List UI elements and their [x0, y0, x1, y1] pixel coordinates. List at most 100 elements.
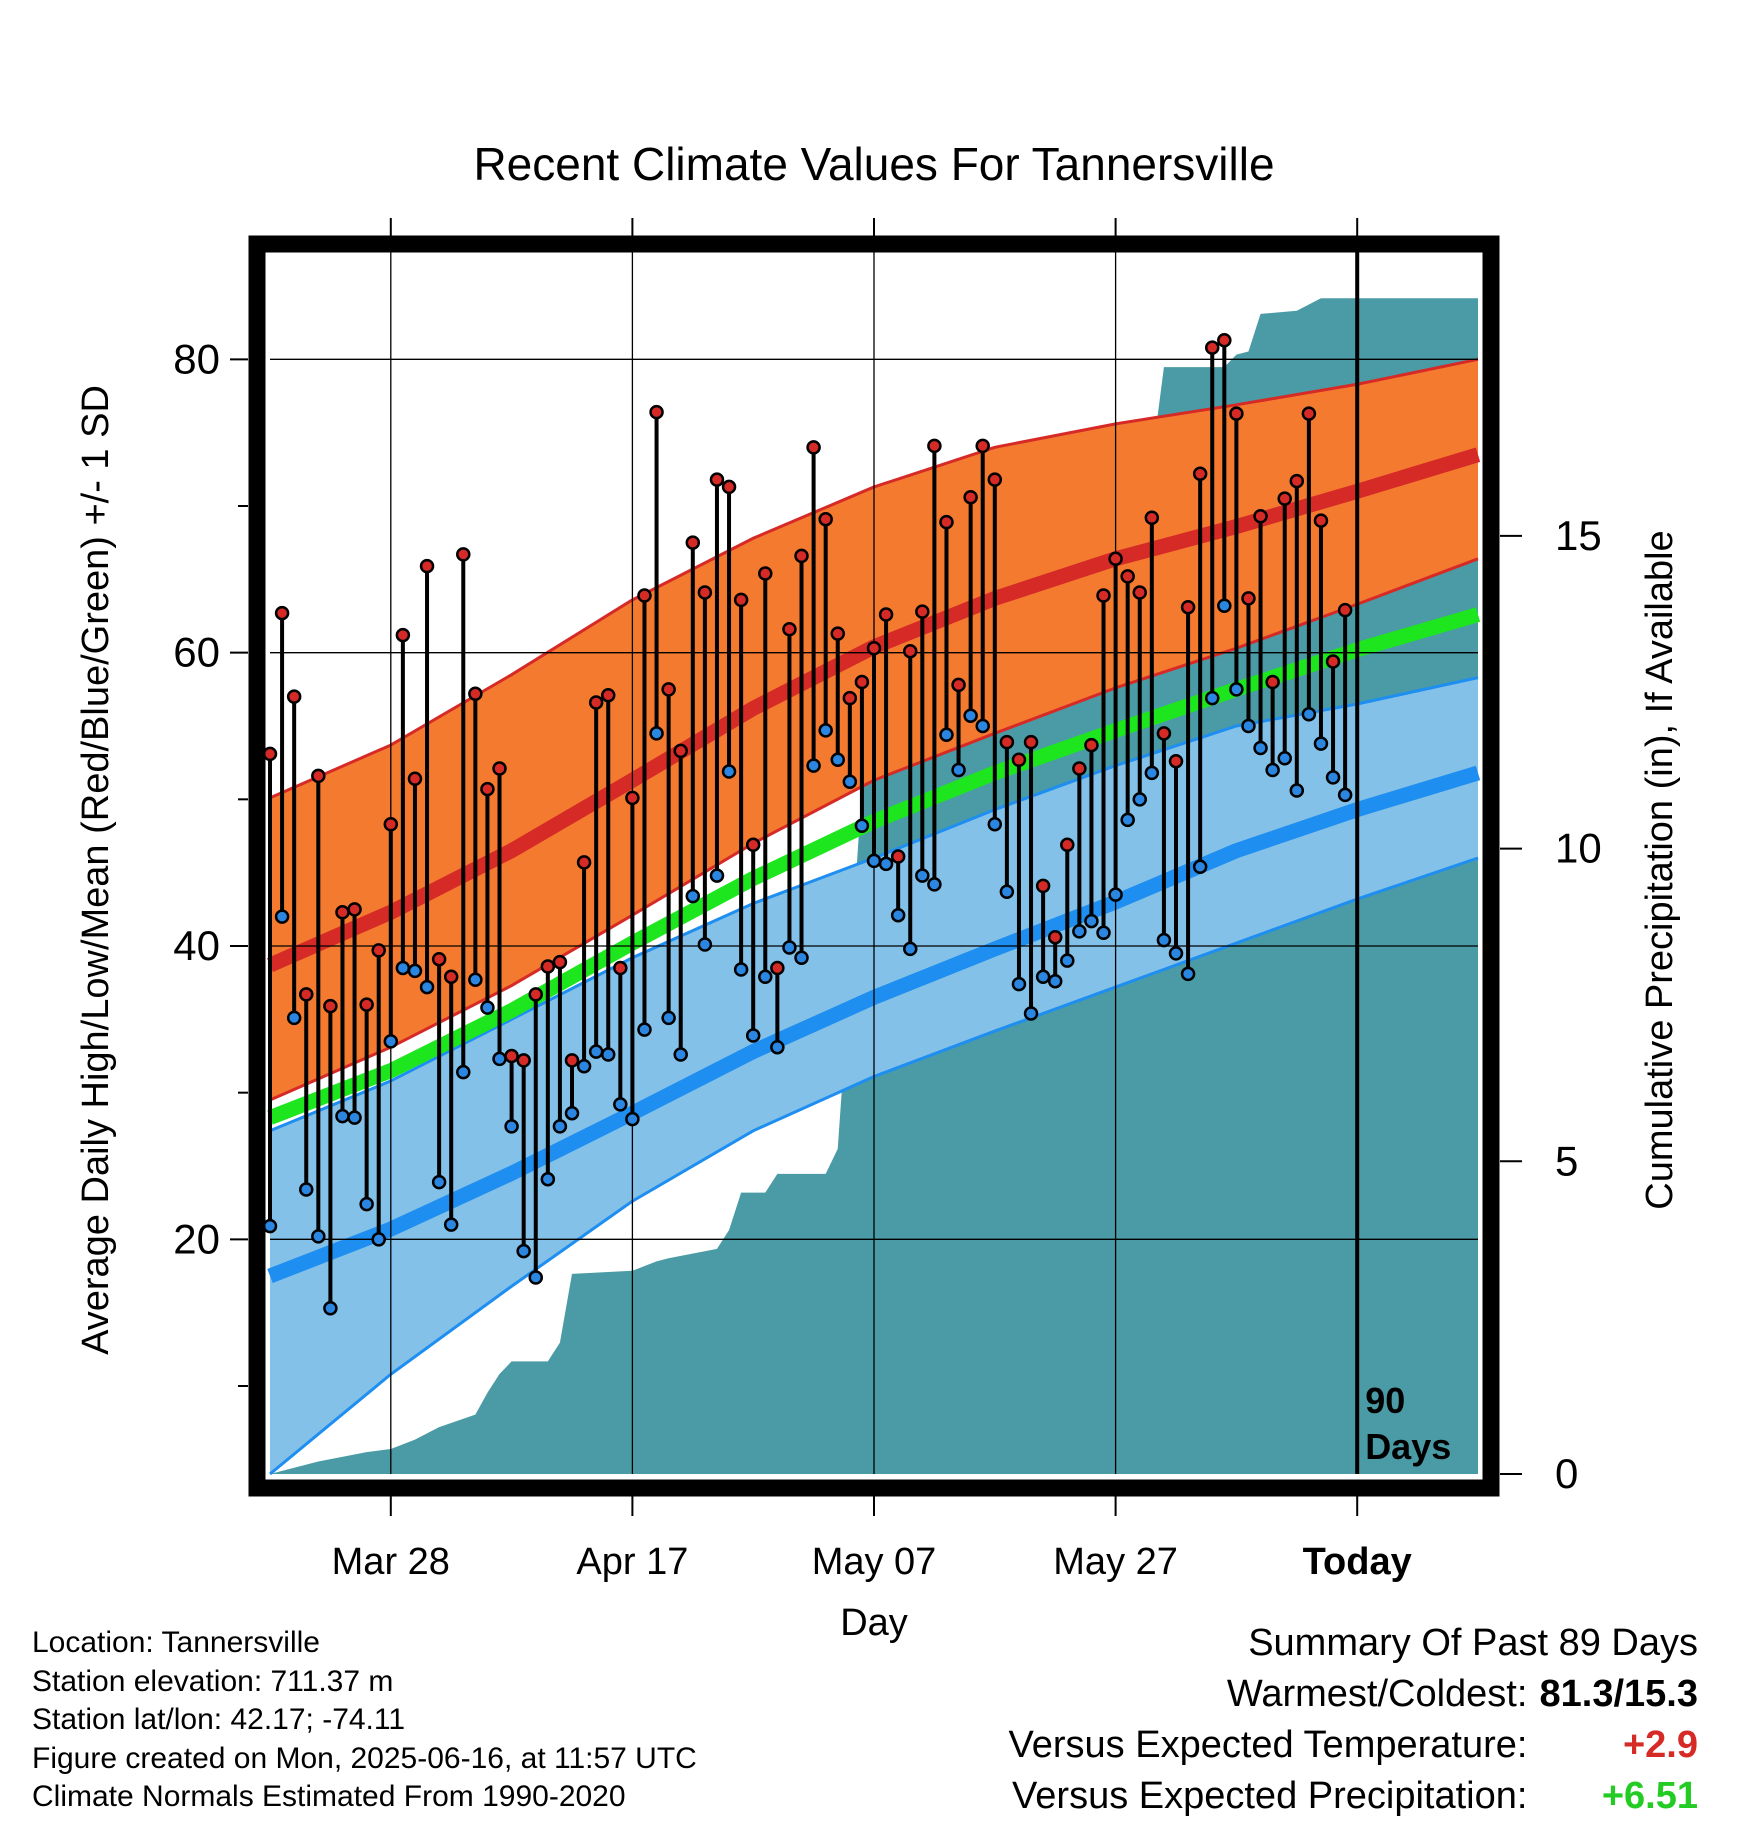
daily-low-point — [298, 1182, 314, 1197]
daily-low-point — [1192, 859, 1208, 875]
daily-high-point — [588, 695, 604, 710]
daily-low-point — [999, 884, 1015, 899]
daily-high-point — [866, 641, 882, 656]
daily-low-point — [564, 1105, 580, 1121]
daily-high-point — [1072, 761, 1087, 776]
daily-high-point — [782, 621, 797, 637]
warmest-coldest-value: 81.3/15.3 — [1539, 1673, 1698, 1715]
y2-tick-label: 0 — [1555, 1450, 1578, 1497]
daily-high-point — [625, 790, 640, 806]
y2-tick-label: 10 — [1555, 825, 1602, 872]
today-days-label: Days — [1365, 1426, 1451, 1467]
today-days-number: 90 — [1365, 1380, 1405, 1421]
daily-high-point — [806, 440, 821, 455]
daily-low-point — [480, 1000, 495, 1015]
daily-high-point — [504, 1048, 519, 1064]
daily-low-point — [637, 1022, 652, 1037]
daily-low-point — [335, 1108, 350, 1124]
daily-low-point — [504, 1119, 519, 1134]
daily-high-point — [1325, 654, 1341, 669]
daily-high-point — [335, 905, 350, 920]
daily-low-point — [1011, 976, 1027, 992]
daily-low-point — [323, 1301, 338, 1316]
daily-high-point — [371, 943, 386, 958]
daily-low-point — [1060, 953, 1075, 968]
daily-high-point — [1217, 333, 1232, 348]
daily-low-point — [540, 1171, 556, 1187]
x-tick-label: May 07 — [812, 1541, 937, 1583]
daily-high-point — [1204, 340, 1220, 355]
daily-low-point — [1035, 969, 1051, 985]
daily-low-point — [576, 1059, 592, 1074]
daily-high-point — [745, 837, 761, 853]
daily-low-point — [685, 888, 701, 904]
precip-anomaly-row: Versus Expected Precipitation: +6.51 — [1009, 1771, 1698, 1822]
daily-high-point — [709, 472, 725, 487]
daily-low-point — [975, 718, 990, 734]
daily-low-point — [1253, 740, 1268, 756]
daily-low-point — [709, 868, 725, 883]
plot-area: 20 40 60 80 0 5 10 15 Mar 28 Apr 17 May 07 May 27 To… — [173, 218, 1602, 1583]
daily-high-point — [516, 1053, 531, 1068]
daily-low-point — [1132, 792, 1148, 807]
daily-high-point — [830, 626, 846, 641]
daily-low-point — [866, 853, 882, 869]
daily-high-point — [661, 682, 676, 697]
chart-title: Recent Climate Values For Tannersville — [473, 138, 1274, 190]
daily-low-point — [468, 972, 483, 987]
daily-high-point — [311, 768, 326, 784]
daily-low-point — [1204, 690, 1220, 706]
daily-high-point — [915, 604, 930, 619]
daily-high-point — [1156, 726, 1172, 741]
daily-low-point — [419, 979, 435, 995]
daily-high-point — [468, 686, 483, 701]
daily-low-point — [528, 1270, 544, 1285]
y-tick-label: 20 — [173, 1215, 220, 1262]
daily-high-point — [540, 959, 556, 974]
summary-panel: Summary Of Past 89 Days Warmest/Coldest:… — [1009, 1618, 1698, 1822]
daily-high-point — [637, 588, 652, 603]
daily-low-point — [1047, 973, 1063, 989]
x-axis-label: Day — [840, 1602, 908, 1644]
precip-anomaly-value: +6.51 — [1601, 1775, 1698, 1817]
daily-low-point — [1217, 598, 1232, 613]
daily-low-point — [443, 1217, 459, 1232]
daily-low-point — [758, 969, 773, 985]
precip-anomaly-label: Versus Expected Precipitation: — [1012, 1775, 1528, 1817]
daily-low-point — [492, 1051, 507, 1067]
daily-low-point — [661, 1010, 676, 1026]
daily-high-point — [890, 849, 906, 864]
daily-high-point — [564, 1053, 580, 1068]
daily-low-point — [806, 758, 821, 773]
daily-high-point — [697, 585, 713, 600]
y-axis-label: Average Daily High/Low/Mean (Red/Blue/Gr… — [75, 385, 117, 1355]
daily-high-point — [492, 761, 507, 776]
daily-high-point — [854, 674, 870, 690]
x-tick-label: Mar 28 — [332, 1541, 450, 1583]
daily-low-point — [1156, 932, 1172, 948]
daily-low-point — [274, 909, 290, 924]
daily-low-point — [1120, 812, 1135, 828]
daily-low-point — [1168, 946, 1184, 961]
daily-low-point — [1108, 887, 1123, 902]
daily-high-point — [939, 514, 954, 530]
daily-high-point — [951, 677, 966, 693]
daily-low-point — [1072, 924, 1087, 939]
daily-low-point — [649, 726, 664, 741]
temp-anomaly-value: +2.9 — [1622, 1724, 1698, 1766]
daily-high-point — [1313, 513, 1329, 528]
daily-high-point — [1192, 466, 1208, 481]
daily-high-point — [1047, 929, 1063, 945]
daily-high-point — [987, 472, 1003, 487]
daily-low-point — [1325, 770, 1341, 785]
daily-low-point — [600, 1047, 616, 1062]
daily-high-point — [963, 489, 978, 505]
daily-low-point — [1023, 1006, 1039, 1021]
daily-low-point — [625, 1111, 640, 1127]
daily-high-point — [1337, 602, 1353, 618]
daily-low-point — [745, 1028, 761, 1043]
daily-low-point — [818, 723, 833, 738]
normals-line: Climate Normals Estimated From 1990-2020 — [32, 1780, 626, 1813]
daily-high-point — [552, 954, 568, 970]
